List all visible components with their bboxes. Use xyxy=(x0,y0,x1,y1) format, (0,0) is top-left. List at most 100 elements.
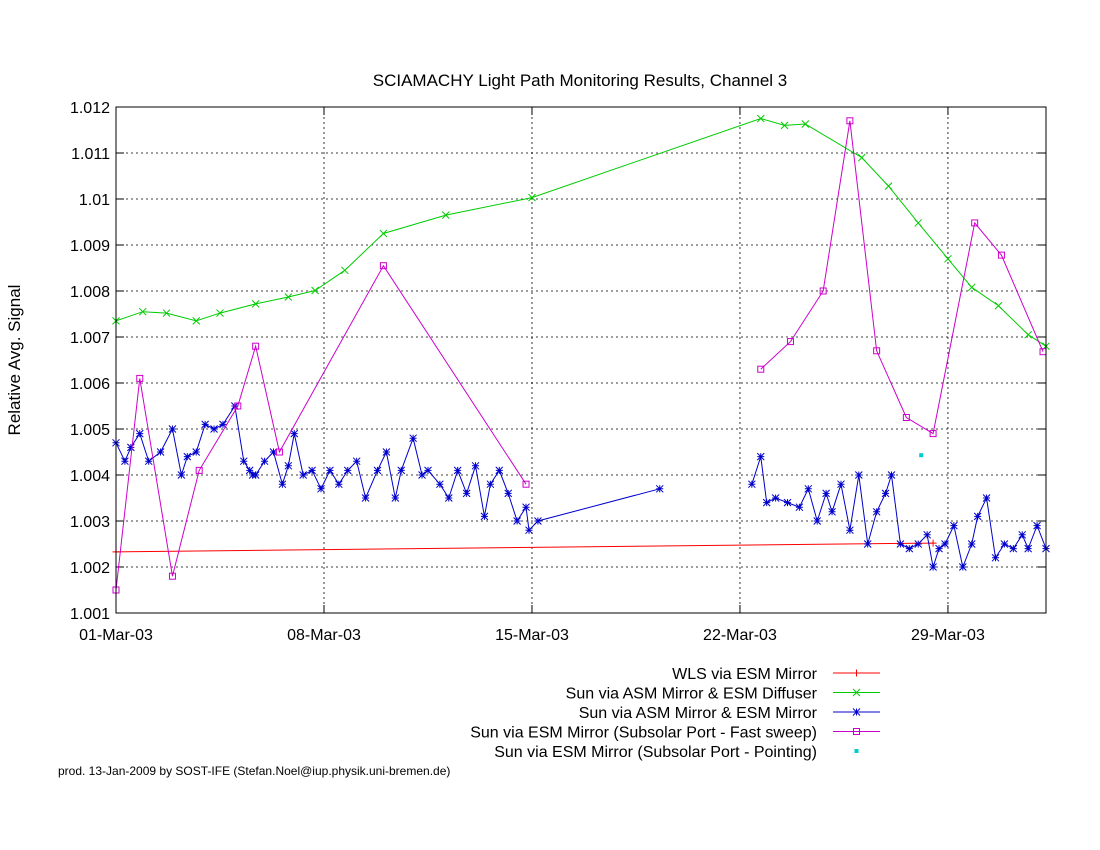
legend-marker xyxy=(854,749,859,753)
data-point xyxy=(409,434,417,443)
data-point xyxy=(795,503,804,512)
data-point xyxy=(418,471,426,479)
data-point xyxy=(935,544,943,553)
data-point xyxy=(973,512,982,521)
data-point xyxy=(453,466,462,475)
data-point xyxy=(275,448,283,456)
data-point xyxy=(905,544,914,553)
y-axis-label: Relative Avg. Signal xyxy=(5,285,24,436)
series-4 xyxy=(112,262,530,594)
data-point xyxy=(462,489,471,498)
data-point xyxy=(813,517,822,525)
data-point xyxy=(1009,544,1018,553)
data-point xyxy=(528,193,536,202)
data-point xyxy=(884,182,893,190)
x-tick-label: 22-Mar-03 xyxy=(703,627,777,644)
data-point xyxy=(245,466,254,475)
data-point xyxy=(522,480,530,488)
data-point xyxy=(997,251,1005,259)
data-point xyxy=(136,374,144,382)
plot-frame xyxy=(115,106,1047,614)
data-point xyxy=(436,480,444,489)
data-point xyxy=(857,153,866,162)
data-point xyxy=(967,540,976,548)
data-point xyxy=(424,466,432,475)
legend-label: Sun via ESM Mirror (Subsolar Port - Poin… xyxy=(494,744,817,761)
series-line xyxy=(115,404,660,532)
data-point xyxy=(290,429,299,438)
data-point xyxy=(382,448,391,456)
y-tick-label: 1.01 xyxy=(79,192,110,209)
data-point xyxy=(495,466,504,475)
x-tick-label: 08-Mar-03 xyxy=(287,627,361,644)
data-point xyxy=(311,286,319,295)
data-point xyxy=(177,471,186,479)
data-point xyxy=(317,484,325,493)
data-point xyxy=(127,443,135,452)
series-2 xyxy=(112,402,664,535)
data-point xyxy=(655,484,664,493)
data-point xyxy=(757,365,765,373)
data-point xyxy=(513,517,521,525)
data-point xyxy=(534,517,542,525)
data-point xyxy=(822,489,830,498)
data-point xyxy=(144,457,153,466)
legend-label: Sun via ASM Mirror & ESM Mirror xyxy=(579,705,818,722)
data-point xyxy=(819,287,827,295)
data-point xyxy=(846,117,854,125)
data-point xyxy=(379,262,387,270)
data-point xyxy=(121,457,129,466)
data-point xyxy=(786,338,794,346)
data-point xyxy=(1024,544,1033,553)
legend-marker xyxy=(853,669,860,677)
data-point xyxy=(299,471,308,479)
data-point xyxy=(522,503,530,512)
data-point xyxy=(168,425,177,433)
data-point xyxy=(863,540,872,548)
data-point xyxy=(284,293,293,301)
data-point xyxy=(887,471,896,479)
data-point xyxy=(278,480,287,489)
data-point xyxy=(1018,530,1027,539)
y-tick-label: 1.003 xyxy=(70,514,110,531)
data-point xyxy=(486,480,495,489)
data-point xyxy=(991,553,1000,562)
data-point xyxy=(971,219,979,227)
footer-credit: prod. 13-Jan-2009 by SOST-IFE (Stefan.No… xyxy=(58,764,451,778)
data-point xyxy=(397,466,406,475)
data-point xyxy=(251,300,260,308)
data-point xyxy=(239,457,248,466)
data-point xyxy=(762,498,771,507)
legend-marker xyxy=(852,708,861,716)
data-point xyxy=(195,466,203,474)
data-point xyxy=(379,229,388,238)
data-point xyxy=(756,114,765,123)
chart-title: SCIAMACHY Light Path Monitoring Results,… xyxy=(373,71,788,90)
data-point xyxy=(234,402,242,410)
y-tick-label: 1.005 xyxy=(70,422,110,439)
data-point xyxy=(471,461,480,470)
data-point xyxy=(837,480,845,489)
data-point xyxy=(804,484,813,493)
data-point xyxy=(919,453,924,458)
series-5 xyxy=(757,117,1047,438)
series-line xyxy=(751,456,1047,569)
data-point xyxy=(994,301,1003,310)
data-point xyxy=(783,498,792,507)
data-point xyxy=(444,494,453,502)
data-point xyxy=(326,466,334,475)
series-layer xyxy=(112,114,1050,594)
data-point xyxy=(192,317,201,325)
series-6 xyxy=(919,453,924,458)
y-tick-label: 1.012 xyxy=(70,100,110,117)
data-point xyxy=(219,420,227,429)
data-point xyxy=(135,429,144,438)
data-point xyxy=(138,307,147,316)
data-point xyxy=(873,347,881,355)
series-line xyxy=(115,264,527,591)
data-point xyxy=(854,471,863,479)
data-point xyxy=(771,494,780,502)
legend-marker xyxy=(852,688,861,697)
x-tick-label: 29-Mar-03 xyxy=(911,627,985,644)
